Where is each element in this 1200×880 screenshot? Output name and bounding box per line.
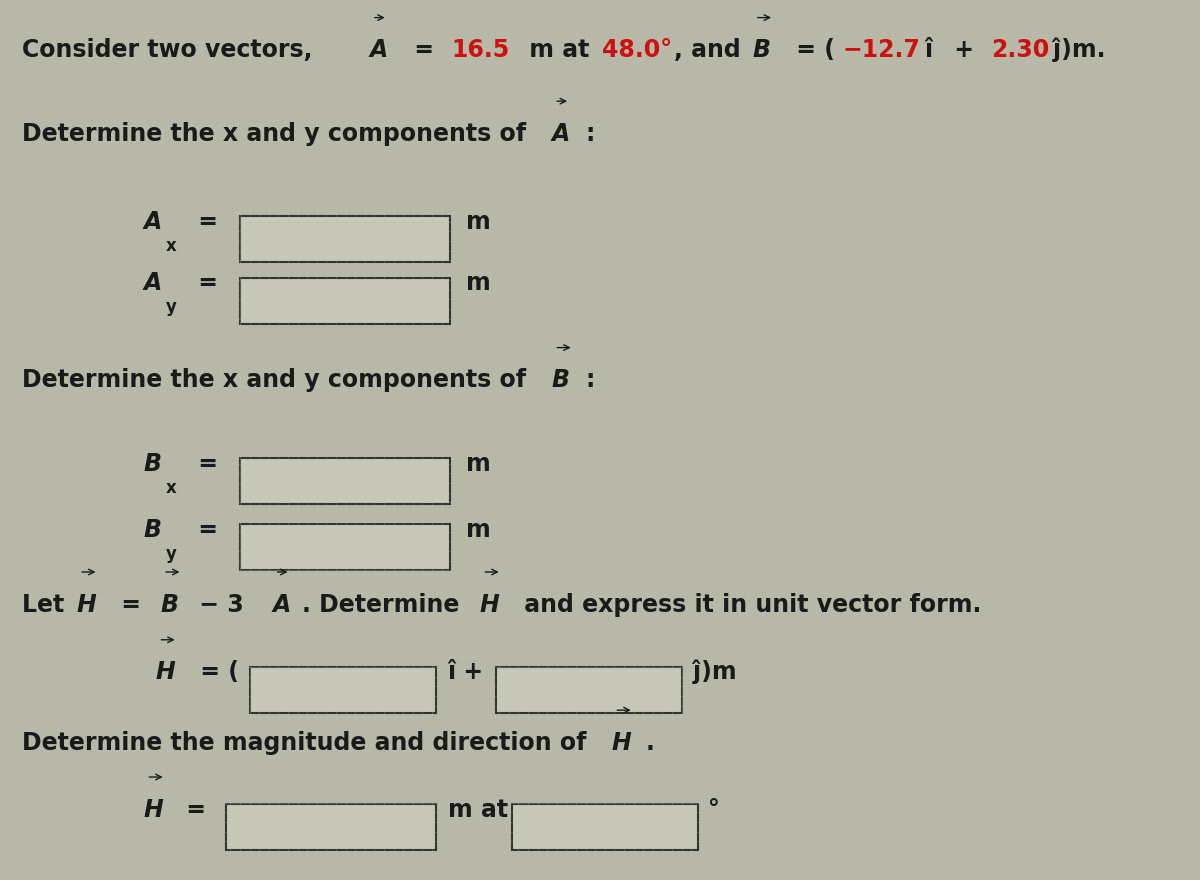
Text: =: = (190, 209, 217, 234)
Text: °: ° (708, 797, 720, 822)
Text: ȷ̂)m: ȷ̂)m (694, 660, 737, 685)
Text: Determine the x and y components of: Determine the x and y components of (22, 368, 534, 392)
Text: x: x (166, 479, 176, 497)
Text: =: = (190, 451, 217, 476)
Text: ȷ̂)m.: ȷ̂)m. (1054, 38, 1106, 62)
Bar (250, 667, 436, 713)
Text: A: A (144, 271, 162, 296)
Text: .: . (646, 730, 654, 755)
Bar (240, 278, 450, 324)
Text: Consider two vectors,: Consider two vectors, (22, 38, 320, 62)
Text: m: m (466, 209, 491, 234)
Text: H: H (144, 797, 163, 822)
Text: B: B (161, 592, 179, 617)
Text: y: y (166, 545, 176, 563)
Text: A: A (370, 38, 388, 62)
Text: =: = (113, 592, 149, 617)
Text: − 3: − 3 (191, 592, 252, 617)
Text: B: B (144, 517, 162, 542)
Bar (226, 804, 436, 850)
Text: B: B (552, 368, 570, 392)
Text: A: A (272, 592, 290, 617)
Text: B: B (752, 38, 770, 62)
Text: =: = (406, 38, 442, 62)
Text: Determine the magnitude and direction of: Determine the magnitude and direction of (22, 730, 594, 755)
Text: Determine the x and y components of: Determine the x and y components of (22, 121, 534, 146)
Text: =: = (190, 271, 217, 296)
Text: , and: , and (674, 38, 750, 62)
Text: Let: Let (22, 592, 72, 617)
Text: = (: = ( (788, 38, 835, 62)
Text: x: x (166, 237, 176, 255)
Text: . Determine: . Determine (302, 592, 468, 617)
Text: m: m (466, 271, 491, 296)
Text: y: y (166, 298, 176, 317)
Text: −12.7: −12.7 (842, 38, 920, 62)
Text: B: B (144, 451, 162, 476)
Text: :: : (586, 121, 595, 146)
Text: m: m (466, 517, 491, 542)
Text: 2.30: 2.30 (991, 38, 1050, 62)
Bar (240, 524, 450, 570)
Text: H: H (612, 730, 631, 755)
Text: =: = (178, 797, 205, 822)
Text: :: : (586, 368, 595, 392)
Text: H: H (156, 660, 175, 685)
Text: m: m (466, 451, 491, 476)
Text: A: A (552, 121, 570, 146)
Text: +: + (946, 38, 982, 62)
Text: = (: = ( (192, 660, 239, 685)
Text: and express it in unit vector form.: and express it in unit vector form. (516, 592, 982, 617)
Text: =: = (190, 517, 217, 542)
Bar (496, 667, 682, 713)
Text: H: H (77, 592, 96, 617)
Text: î +: î + (448, 660, 484, 685)
Bar (512, 804, 698, 850)
Text: m at: m at (448, 797, 508, 822)
Text: m at: m at (521, 38, 598, 62)
Text: î: î (924, 38, 932, 62)
Bar (240, 216, 450, 262)
Text: 16.5: 16.5 (451, 38, 510, 62)
Bar (240, 458, 450, 504)
Text: A: A (144, 209, 162, 234)
Text: 48.0°: 48.0° (602, 38, 672, 62)
Text: H: H (480, 592, 499, 617)
